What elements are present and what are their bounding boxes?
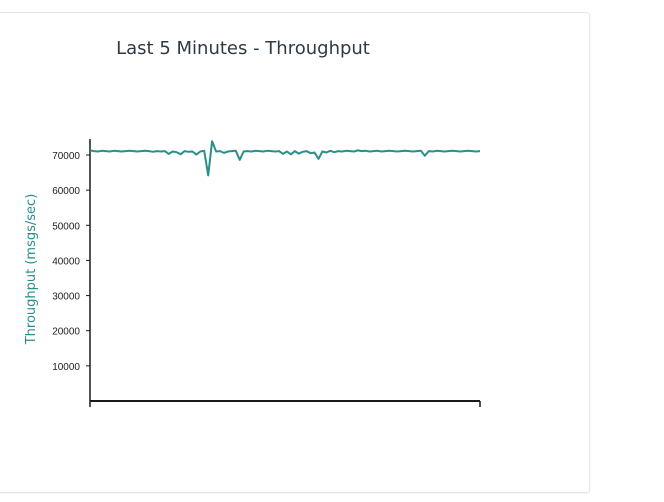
- y-tick-label: 50000: [52, 221, 80, 232]
- y-tick-label: 40000: [52, 256, 80, 267]
- y-tick-label: 60000: [52, 186, 80, 197]
- y-axis-ticks: 10000 20000 30000 40000 50000 60000 70000: [52, 151, 90, 373]
- y-tick-label: 30000: [52, 292, 80, 303]
- chart-panel: [0, 12, 590, 493]
- y-axis-label: Throughput (msgs/sec): [24, 194, 39, 346]
- y-tick-label: 70000: [52, 151, 80, 162]
- y-tick-label: 20000: [52, 327, 80, 338]
- y-tick-label: 10000: [52, 362, 80, 373]
- chart-title: Last 5 Minutes - Throughput: [116, 38, 370, 59]
- throughput-series-line: [89, 140, 481, 177]
